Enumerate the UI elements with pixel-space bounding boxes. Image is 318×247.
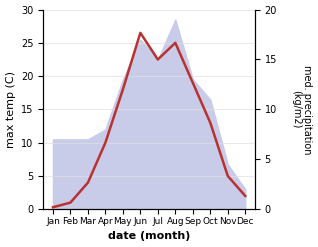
- X-axis label: date (month): date (month): [108, 231, 190, 242]
- Y-axis label: med. precipitation
(kg/m2): med. precipitation (kg/m2): [291, 65, 313, 154]
- Y-axis label: max temp (C): max temp (C): [5, 71, 16, 148]
